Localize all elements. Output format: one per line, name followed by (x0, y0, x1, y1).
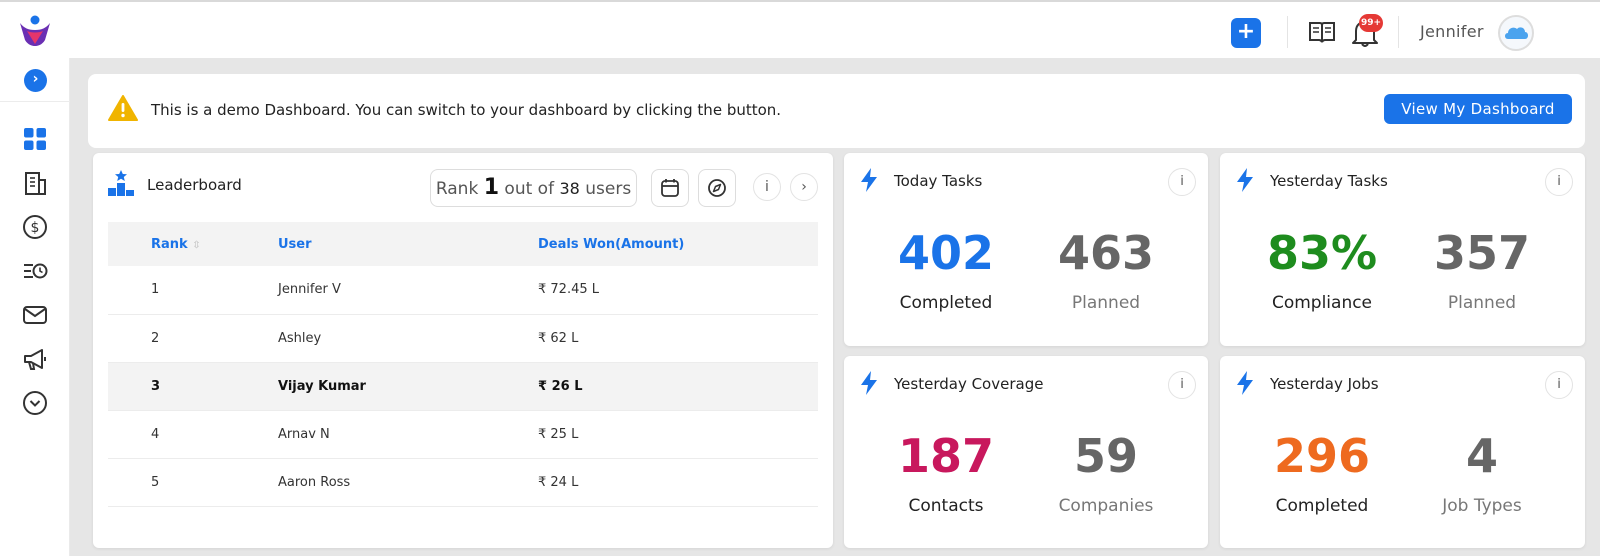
header-divider (1287, 16, 1288, 48)
companies-value: 59 (1073, 429, 1138, 483)
info-button[interactable]: i (1168, 371, 1196, 399)
rank-value: 1 (483, 175, 500, 200)
app-logo-icon[interactable] (18, 14, 52, 48)
notification-badge: 99+ (1359, 14, 1384, 32)
planned-label: Planned (1447, 293, 1517, 313)
view-my-dashboard-button[interactable]: View My Dashboard (1384, 94, 1572, 124)
user-cell: Ashley (278, 314, 538, 363)
lightning-icon (861, 168, 877, 192)
contacts-label: Contacts (908, 496, 984, 516)
table-header-row: Rank ⇳ User Deals Won(Amount) (108, 222, 818, 266)
completed-label: Completed (1275, 496, 1369, 516)
user-name[interactable]: Jennifer (1420, 22, 1484, 41)
stat-card-title: Yesterday Jobs (1270, 375, 1379, 393)
info-button[interactable]: i (1545, 168, 1573, 196)
table-row[interactable]: 1 Jennifer V ₹ 72.45 L (108, 266, 818, 315)
user-cell: Jennifer V (278, 266, 538, 315)
amount-cell: ₹ 26 L (538, 362, 818, 411)
lightning-icon (1237, 168, 1253, 192)
yesterday-coverage-card: Yesterday Coverage i 187 59 Contacts Com… (844, 356, 1208, 548)
filter-compass-button[interactable] (698, 169, 736, 207)
date-picker-button[interactable] (651, 169, 689, 207)
avatar[interactable] (1498, 15, 1534, 51)
contacts-value: 187 (897, 429, 995, 483)
rank-suffix: users (585, 179, 632, 199)
yesterday-jobs-card: Yesterday Jobs i 296 4 Completed Job Typ… (1220, 356, 1585, 548)
compliance-value: 83% (1266, 226, 1378, 280)
user-cell: Arnav N (278, 410, 538, 459)
leaderboard-table: Rank ⇳ User Deals Won(Amount) 1 Jennifer… (108, 222, 818, 507)
amount-cell: ₹ 62 L (538, 314, 818, 363)
user-cell: Aaron Ross (278, 458, 538, 507)
stat-card-title: Yesterday Tasks (1270, 172, 1388, 190)
completed-value: 402 (897, 226, 995, 280)
amount-cell: ₹ 25 L (538, 410, 818, 459)
cloud-avatar-icon (1505, 27, 1528, 39)
planned-value: 357 (1433, 226, 1531, 280)
completed-value: 296 (1273, 429, 1371, 483)
stat-card-title: Yesterday Coverage (894, 375, 1044, 393)
knowledge-book-icon[interactable] (1308, 19, 1336, 45)
column-header-label: Rank (151, 236, 188, 252)
megaphone-icon[interactable] (22, 346, 48, 372)
header-divider (1398, 16, 1399, 48)
sidebar-expand-button[interactable]: › (24, 69, 47, 92)
calendar-icon (661, 179, 679, 197)
total-users: 38 (559, 179, 580, 198)
add-button[interactable]: + (1231, 18, 1261, 48)
table-row[interactable]: 5 Aaron Ross ₹ 24 L (108, 458, 818, 507)
rank-cell: 5 (108, 458, 278, 507)
chevron-down-circle-icon[interactable] (22, 390, 48, 416)
user-cell: Vijay Kumar (278, 362, 538, 411)
sidebar-divider (0, 101, 70, 102)
job-types-label: Job Types (1442, 496, 1522, 516)
warning-icon (108, 95, 138, 121)
rank-cell: 4 (108, 410, 278, 459)
rank-middle: out of (504, 179, 555, 199)
leaderboard-next-button[interactable]: › (790, 173, 818, 201)
leaderboard-title: Leaderboard (147, 176, 242, 194)
rank-cell: 1 (108, 266, 278, 315)
amount-cell: ₹ 72.45 L (538, 266, 818, 315)
building-icon[interactable] (22, 170, 48, 196)
table-row-current-user[interactable]: 3 Vijay Kumar ₹ 26 L (108, 362, 818, 411)
column-header-deals: Deals Won(Amount) (538, 222, 818, 266)
banner-message: This is a demo Dashboard. You can switch… (151, 101, 782, 119)
sort-icon[interactable]: ⇳ (192, 239, 201, 251)
column-header-user: User (278, 222, 538, 266)
rank-cell: 3 (108, 362, 278, 411)
job-types-value: 4 (1465, 429, 1498, 483)
demo-banner: This is a demo Dashboard. You can switch… (88, 74, 1585, 148)
rank-summary: Rank 1 out of 38 users (430, 169, 637, 207)
amount-cell: ₹ 24 L (538, 458, 818, 507)
dollar-icon[interactable]: $ (22, 214, 48, 240)
table-row[interactable]: 2 Ashley ₹ 62 L (108, 314, 818, 363)
svg-text:$: $ (31, 220, 40, 236)
info-button[interactable]: i (1168, 168, 1196, 196)
sidebar: › $ (0, 58, 70, 556)
compass-icon (708, 179, 726, 197)
leaderboard-info-button[interactable]: i (753, 173, 781, 201)
lightning-icon (1237, 371, 1253, 395)
yesterday-tasks-card: Yesterday Tasks i 83% 357 Compliance Pla… (1220, 153, 1585, 346)
dashboard-grid-icon[interactable] (22, 126, 48, 152)
task-list-clock-icon[interactable] (22, 258, 48, 284)
info-button[interactable]: i (1545, 371, 1573, 399)
planned-value: 463 (1057, 226, 1155, 280)
stat-card-title: Today Tasks (894, 172, 983, 190)
leaderboard-card: Leaderboard Rank 1 out of 38 users i › R… (93, 153, 833, 548)
rank-cell: 2 (108, 314, 278, 363)
lightning-icon (861, 371, 877, 395)
compliance-label: Compliance (1271, 293, 1373, 313)
companies-label: Companies (1058, 496, 1154, 516)
rank-prefix: Rank (435, 179, 479, 199)
today-tasks-card: Today Tasks i 402 463 Completed Planned (844, 153, 1208, 346)
mail-icon[interactable] (22, 302, 48, 328)
leaderboard-podium-icon (108, 170, 134, 196)
table-row[interactable]: 4 Arnav N ₹ 25 L (108, 410, 818, 459)
completed-label: Completed (899, 293, 993, 313)
column-header-rank[interactable]: Rank ⇳ (108, 222, 278, 266)
planned-label: Planned (1071, 293, 1141, 313)
top-bar: + 99+ Jennifer (0, 0, 1600, 58)
